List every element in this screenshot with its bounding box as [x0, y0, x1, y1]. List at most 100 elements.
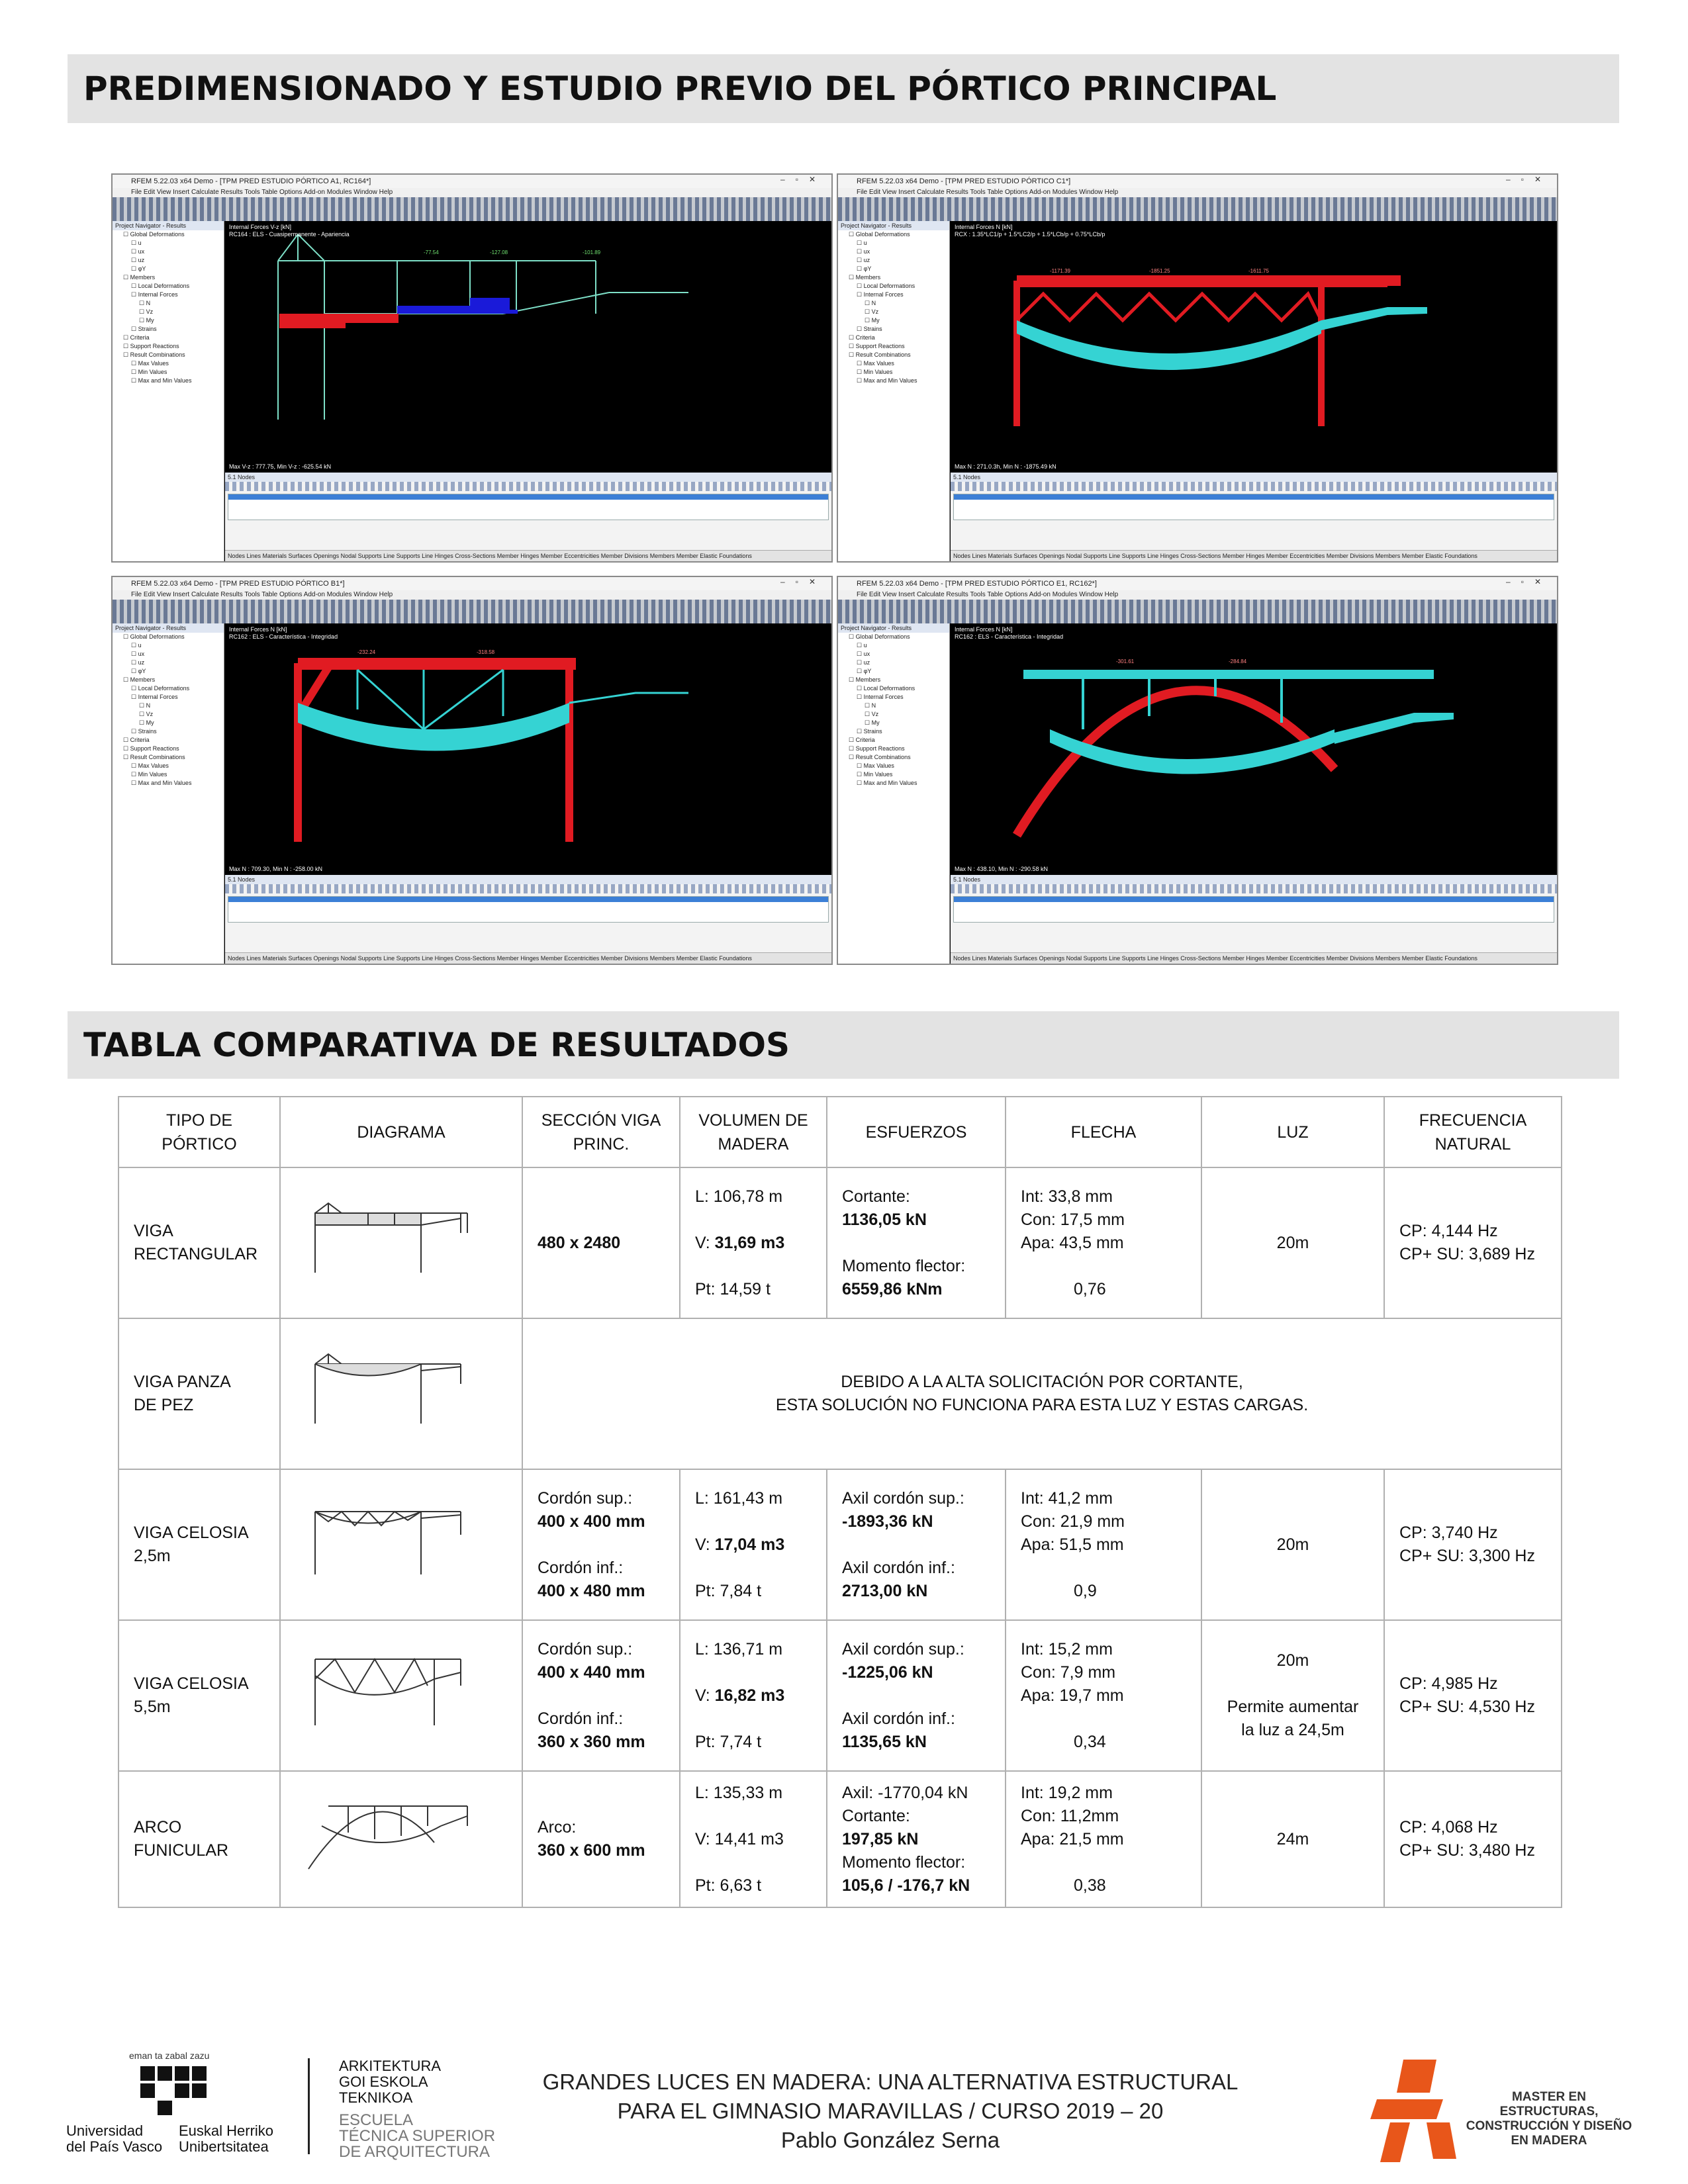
navigator-item[interactable]: ☐ Internal Forces — [857, 694, 904, 700]
navigator-item[interactable]: ☐ Internal Forces — [857, 291, 904, 298]
results-canvas[interactable]: -301.61 -284.84 Internal Forces N [kN] RC1… — [951, 623, 1557, 875]
navigator-item[interactable]: ☐ Members — [849, 274, 881, 281]
navigator-item[interactable]: ☐ Max Values — [131, 762, 169, 769]
navigator-item[interactable]: ☐ Strains — [857, 728, 882, 735]
results-canvas[interactable]: -232.24 -318.58 Internal Forces N [kN] RC1… — [225, 623, 831, 875]
nodes-grid[interactable] — [228, 494, 829, 520]
panel-toolbar[interactable] — [951, 482, 1557, 491]
navigator-item[interactable]: ☐ Vz — [139, 711, 154, 717]
navigator-item[interactable]: ☐ Members — [849, 676, 881, 683]
table-panel[interactable]: 5.1 Nodes Nodes Lines Materials Surfaces… — [951, 875, 1557, 964]
navigator-item[interactable]: ☐ Max and Min Values — [131, 377, 192, 384]
nodes-grid[interactable] — [953, 494, 1554, 520]
navigator-item[interactable]: ☐ N — [139, 702, 151, 709]
navigator-item[interactable]: ☐ Result Combinations — [849, 351, 911, 358]
navigator-item[interactable]: ☐ Max and Min Values — [857, 377, 917, 384]
navigator-item[interactable]: ☐ u — [131, 240, 142, 246]
navigator-item[interactable]: ☐ Result Combinations — [123, 754, 185, 760]
navigator-item[interactable]: ☐ u — [857, 240, 867, 246]
navigator-item[interactable]: ☐ Min Values — [857, 369, 893, 375]
navigator-item[interactable]: ☐ ux — [857, 248, 870, 255]
menu-bar[interactable]: File Edit View Insert Calculate Results … — [113, 590, 831, 600]
table-tabs[interactable]: Nodes Lines Materials Surfaces Openings … — [225, 550, 831, 561]
navigator-item[interactable]: ☐ Max Values — [857, 360, 894, 367]
navigator-item[interactable]: ☐ uz — [857, 659, 870, 666]
navigator-item[interactable]: ☐ Global Deformations — [123, 633, 185, 640]
navigator-item[interactable]: ☐ Local Deformations — [131, 283, 190, 289]
navigator-item[interactable]: ☐ Support Reactions — [849, 343, 905, 349]
navigator-item[interactable]: ☐ Strains — [131, 326, 157, 332]
navigator-item[interactable]: ☐ Support Reactions — [123, 343, 179, 349]
navigator-item[interactable]: ☐ N — [865, 702, 876, 709]
project-navigator[interactable]: Project Navigator - Results ☐ Global Defo… — [113, 221, 224, 561]
table-panel[interactable]: 5.1 Nodes Nodes Lines Materials Surfaces… — [225, 875, 831, 964]
navigator-item[interactable]: ☐ My — [139, 317, 154, 324]
navigator-item[interactable]: ☐ Global Deformations — [123, 231, 185, 238]
navigator-item[interactable]: ☐ ux — [131, 651, 145, 657]
navigator-item[interactable]: ☐ Support Reactions — [849, 745, 905, 752]
menu-bar[interactable]: File Edit View Insert Calculate Results … — [838, 188, 1557, 197]
navigator-item[interactable]: ☐ Local Deformations — [857, 685, 915, 692]
navigator-item[interactable]: ☐ Local Deformations — [131, 685, 190, 692]
menu-bar[interactable]: File Edit View Insert Calculate Results … — [113, 188, 831, 197]
navigator-item[interactable]: ☐ Strains — [857, 326, 882, 332]
navigator-item[interactable]: ☐ Min Values — [131, 771, 167, 778]
panel-toolbar[interactable] — [225, 884, 831, 893]
navigator-item[interactable]: ☐ Internal Forces — [131, 694, 178, 700]
nodes-grid[interactable] — [228, 896, 829, 923]
navigator-item[interactable]: ☐ Global Deformations — [849, 633, 910, 640]
navigator-item[interactable]: ☐ φY — [131, 668, 146, 674]
toolbar[interactable] — [113, 197, 831, 221]
table-panel[interactable]: 5.1 Nodes Nodes Lines Materials Surfaces… — [225, 473, 831, 561]
window-controls[interactable]: –▫✕ — [1506, 577, 1552, 586]
navigator-item[interactable]: ☐ Min Values — [857, 771, 893, 778]
toolbar[interactable] — [838, 197, 1557, 221]
navigator-item[interactable]: ☐ Members — [123, 274, 156, 281]
navigator-item[interactable]: ☐ Members — [123, 676, 156, 683]
navigator-item[interactable]: ☐ Max Values — [857, 762, 894, 769]
navigator-item[interactable]: ☐ Vz — [865, 308, 879, 315]
navigator-item[interactable]: ☐ uz — [131, 659, 145, 666]
navigator-item[interactable]: ☐ u — [857, 642, 867, 649]
navigator-item[interactable]: ☐ φY — [857, 265, 872, 272]
navigator-item[interactable]: ☐ Criteria — [123, 334, 150, 341]
navigator-item[interactable]: ☐ Strains — [131, 728, 157, 735]
navigator-item[interactable]: ☐ Result Combinations — [849, 754, 911, 760]
toolbar[interactable] — [838, 600, 1557, 623]
navigator-item[interactable]: ☐ My — [865, 317, 880, 324]
navigator-item[interactable]: ☐ Max and Min Values — [857, 780, 917, 786]
navigator-item[interactable]: ☐ Min Values — [131, 369, 167, 375]
navigator-item[interactable]: ☐ Global Deformations — [849, 231, 910, 238]
navigator-item[interactable]: ☐ Result Combinations — [123, 351, 185, 358]
navigator-item[interactable]: ☐ Vz — [865, 711, 879, 717]
navigator-item[interactable]: ☐ Vz — [139, 308, 154, 315]
window-controls[interactable]: –▫✕ — [780, 577, 826, 586]
navigator-item[interactable]: ☐ N — [139, 300, 151, 306]
navigator-item[interactable]: ☐ u — [131, 642, 142, 649]
navigator-item[interactable]: ☐ N — [865, 300, 876, 306]
navigator-item[interactable]: ☐ Internal Forces — [131, 291, 178, 298]
navigator-item[interactable]: ☐ Criteria — [123, 737, 150, 743]
navigator-item[interactable]: ☐ Criteria — [849, 737, 875, 743]
navigator-item[interactable]: ☐ Support Reactions — [123, 745, 179, 752]
panel-toolbar[interactable] — [951, 884, 1557, 893]
window-controls[interactable]: –▫✕ — [780, 175, 826, 184]
nodes-grid[interactable] — [953, 896, 1554, 923]
panel-toolbar[interactable] — [225, 482, 831, 491]
navigator-item[interactable]: ☐ Max Values — [131, 360, 169, 367]
navigator-item[interactable]: ☐ uz — [131, 257, 145, 263]
navigator-item[interactable]: ☐ My — [139, 719, 154, 726]
results-canvas[interactable]: -77.54 -127.08 -101.89 Internal Forces V-z… — [225, 221, 831, 473]
navigator-item[interactable]: ☐ φY — [131, 265, 146, 272]
results-canvas[interactable]: -1171.39 -1851.25 -1611.75 Internal Forces… — [951, 221, 1557, 473]
table-tabs[interactable]: Nodes Lines Materials Surfaces Openings … — [951, 550, 1557, 561]
table-tabs[interactable]: Nodes Lines Materials Surfaces Openings … — [951, 952, 1557, 964]
window-controls[interactable]: –▫✕ — [1506, 175, 1552, 184]
project-navigator[interactable]: Project Navigator - Results ☐ Global Defo… — [113, 623, 224, 964]
project-navigator[interactable]: Project Navigator - Results ☐ Global Defo… — [838, 221, 950, 561]
menu-bar[interactable]: File Edit View Insert Calculate Results … — [838, 590, 1557, 600]
navigator-item[interactable]: ☐ Local Deformations — [857, 283, 915, 289]
toolbar[interactable] — [113, 600, 831, 623]
table-panel[interactable]: 5.1 Nodes Nodes Lines Materials Surfaces… — [951, 473, 1557, 561]
table-tabs[interactable]: Nodes Lines Materials Surfaces Openings … — [225, 952, 831, 964]
